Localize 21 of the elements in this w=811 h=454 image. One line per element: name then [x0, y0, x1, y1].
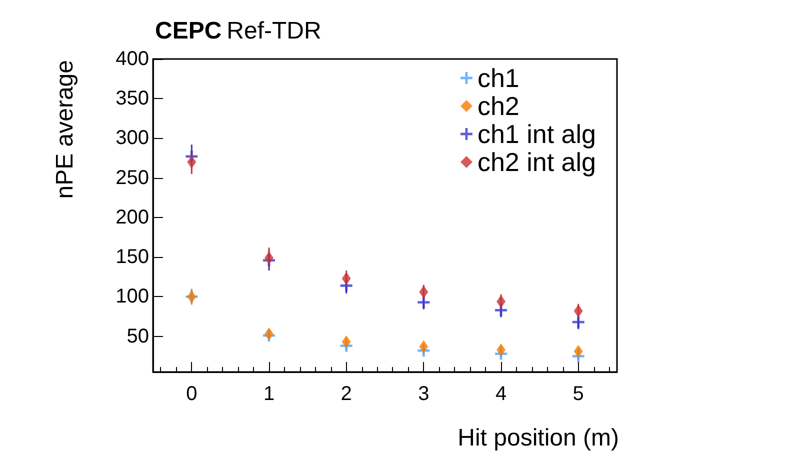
y-tick-label: 200 — [116, 206, 149, 228]
legend-label: ch2 — [477, 91, 520, 121]
legend-label: ch1 int alg — [477, 119, 596, 149]
y-tick-label: 350 — [116, 88, 149, 110]
legend-label: ch1 — [477, 63, 520, 93]
y-tick-label: 150 — [116, 246, 149, 268]
y-axis-title: nPE average — [52, 60, 78, 199]
legend-label: ch2 int alg — [477, 147, 596, 177]
x-tick-label: 0 — [186, 383, 198, 405]
x-axis-title: Hit position (m) — [458, 424, 619, 452]
y-tick-label: 300 — [116, 127, 149, 150]
x-tick-label: 3 — [418, 383, 430, 405]
y-tick-label: 100 — [116, 286, 149, 308]
y-tick-label: 50 — [126, 325, 149, 348]
chart-title: CEPC Ref-TDR — [155, 18, 322, 44]
x-tick-label: 1 — [263, 383, 275, 405]
y-tick-label: 250 — [116, 166, 149, 189]
x-tick-label: 2 — [340, 383, 352, 405]
y-tick-label: 400 — [116, 48, 149, 70]
x-tick-label: 4 — [495, 383, 507, 405]
x-tick-label: 5 — [572, 383, 584, 405]
